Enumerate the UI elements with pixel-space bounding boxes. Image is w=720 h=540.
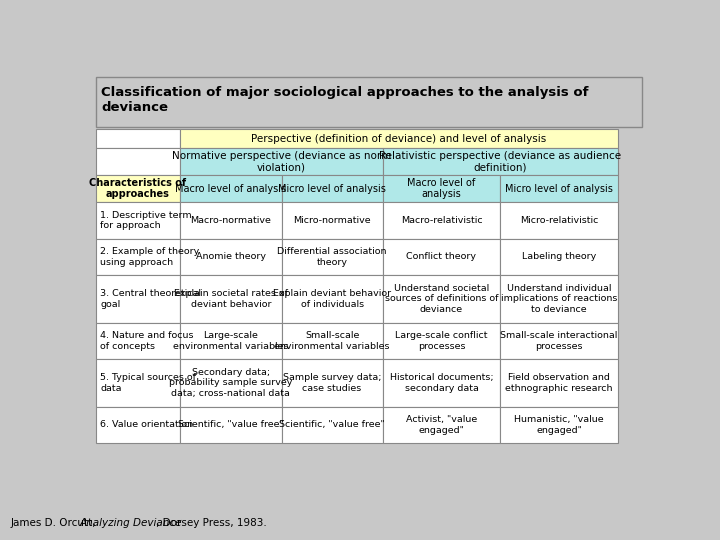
Text: Small-scale
environmental variables: Small-scale environmental variables (274, 331, 390, 350)
Text: 1. Descriptive term
for approach: 1. Descriptive term for approach (100, 211, 192, 230)
Bar (180, 322, 282, 359)
Bar (382, 175, 500, 202)
Bar (180, 275, 282, 322)
Text: Activist, "value
engaged": Activist, "value engaged" (406, 415, 477, 435)
Bar (500, 322, 618, 359)
Text: Macro level of
analysis: Macro level of analysis (408, 178, 476, 199)
Text: Explain societal rates of
deviant behavior: Explain societal rates of deviant behavi… (174, 289, 288, 308)
Bar (96, 359, 180, 407)
Text: Micro-relativistic: Micro-relativistic (520, 216, 598, 225)
Bar (96, 175, 180, 202)
Bar (282, 275, 382, 322)
Bar (180, 359, 282, 407)
Text: Secondary data;
probability sample survey
data; cross-national data: Secondary data; probability sample surve… (169, 368, 292, 398)
Text: Scientific, "value free": Scientific, "value free" (279, 421, 385, 429)
Text: 4. Nature and focus
of concepts: 4. Nature and focus of concepts (100, 331, 194, 350)
Text: Anomie theory: Anomie theory (196, 252, 266, 261)
Bar (180, 148, 382, 175)
Bar (96, 129, 180, 148)
Text: Characteristics of
approaches: Characteristics of approaches (89, 178, 186, 199)
Bar (96, 322, 180, 359)
Bar (180, 175, 282, 202)
Text: Micro level of analysis: Micro level of analysis (505, 184, 613, 193)
Bar (96, 77, 642, 127)
Bar (96, 239, 180, 275)
Text: Understand societal
sources of definitions of
deviance: Understand societal sources of definitio… (384, 284, 498, 314)
Text: 5. Typical sources of
data: 5. Typical sources of data (100, 373, 196, 393)
Bar (282, 202, 382, 239)
Bar (282, 322, 382, 359)
Text: Perspective (definition of deviance) and level of analysis: Perspective (definition of deviance) and… (251, 133, 546, 144)
Text: Conflict theory: Conflict theory (407, 252, 477, 261)
Text: Explain deviant behavior
of individuals: Explain deviant behavior of individuals (273, 289, 391, 308)
Text: Labeling theory: Labeling theory (522, 252, 596, 261)
Text: Classification of major sociological approaches to the analysis of
deviance: Classification of major sociological app… (101, 86, 589, 114)
Bar (500, 407, 618, 443)
Text: Macro level of analysis: Macro level of analysis (176, 184, 287, 193)
Bar (180, 202, 282, 239)
Bar (96, 407, 180, 443)
Text: Small-scale interactional
processes: Small-scale interactional processes (500, 331, 618, 350)
Bar (382, 148, 618, 175)
Text: Field observation and
ethnographic research: Field observation and ethnographic resea… (505, 373, 613, 393)
Text: Sample survey data;
case studies: Sample survey data; case studies (283, 373, 382, 393)
Text: Understand individual
implications of reactions
to deviance: Understand individual implications of re… (501, 284, 617, 314)
Bar (96, 148, 180, 175)
Bar (500, 175, 618, 202)
Bar (382, 407, 500, 443)
Bar (382, 359, 500, 407)
Text: Large-scale conflict
processes: Large-scale conflict processes (395, 331, 487, 350)
Bar (96, 275, 180, 322)
Text: Micro-normative: Micro-normative (293, 216, 371, 225)
Bar (180, 239, 282, 275)
Bar (382, 239, 500, 275)
Text: Macro-relativistic: Macro-relativistic (400, 216, 482, 225)
Bar (282, 407, 382, 443)
Text: 3. Central theoretical
goal: 3. Central theoretical goal (100, 289, 201, 308)
Bar (382, 202, 500, 239)
Bar (500, 239, 618, 275)
Bar (180, 407, 282, 443)
Text: 2. Example of theory
using approach: 2. Example of theory using approach (100, 247, 199, 267)
Text: 6. Value orientation: 6. Value orientation (100, 421, 193, 429)
Text: , Dorsey Press, 1983.: , Dorsey Press, 1983. (156, 518, 267, 528)
Text: Scientific, "value free": Scientific, "value free" (178, 421, 284, 429)
Bar (282, 239, 382, 275)
Bar (382, 322, 500, 359)
Text: Normative perspective (deviance as norm
violation): Normative perspective (deviance as norm … (172, 151, 391, 172)
Text: Macro-normative: Macro-normative (191, 216, 271, 225)
Text: Large-scale
environmental variables: Large-scale environmental variables (174, 331, 289, 350)
Bar (500, 359, 618, 407)
Bar (180, 129, 618, 148)
Bar (96, 202, 180, 239)
Bar (500, 202, 618, 239)
Bar (500, 275, 618, 322)
Text: Analyzing Deviance: Analyzing Deviance (79, 518, 181, 528)
Bar (282, 175, 382, 202)
Bar (382, 275, 500, 322)
Text: Micro level of analysis: Micro level of analysis (278, 184, 386, 193)
Bar (282, 359, 382, 407)
Text: Historical documents;
secondary data: Historical documents; secondary data (390, 373, 493, 393)
Text: Differential association
theory: Differential association theory (277, 247, 387, 267)
Text: James D. Orcutt,: James D. Orcutt, (11, 518, 99, 528)
Text: Humanistic, "value
engaged": Humanistic, "value engaged" (514, 415, 604, 435)
Text: Relativistic perspective (deviance as audience
definition): Relativistic perspective (deviance as au… (379, 151, 621, 172)
